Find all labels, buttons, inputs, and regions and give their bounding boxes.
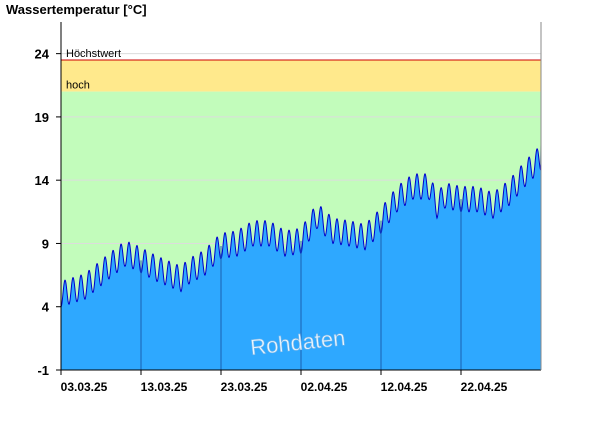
- x-axis-ticks: 03.03.25 13.03.25 23.03.25 02.04.25 12.04.25…: [60, 370, 508, 394]
- y-tick-label: 4: [42, 300, 50, 315]
- y-axis-ticks: 24 19 14 9 4 -1: [35, 47, 61, 378]
- y-tick-label: -1: [37, 363, 49, 378]
- x-tick-label: 03.03.25: [61, 380, 108, 394]
- x-tick-label: 13.03.25: [141, 380, 188, 394]
- threshold-lines: Höchstwert hoch: [61, 48, 541, 92]
- x-tick-label: 22.04.25: [461, 380, 508, 394]
- zone-hoch: [61, 59, 541, 92]
- threshold-label: Höchstwert: [66, 48, 121, 60]
- y-tick-label: 9: [42, 236, 49, 251]
- y-tick-label: 24: [35, 47, 50, 62]
- x-tick-label: 12.04.25: [381, 380, 428, 394]
- chart-title: Wassertemperatur [°C]: [6, 2, 147, 17]
- y-tick-label: 19: [35, 110, 49, 125]
- x-tick-label: 23.03.25: [221, 380, 268, 394]
- data-series: [60, 144, 542, 370]
- threshold-label: hoch: [66, 80, 90, 92]
- x-tick-label: 02.04.25: [301, 380, 348, 394]
- y-tick-label: 14: [35, 173, 50, 188]
